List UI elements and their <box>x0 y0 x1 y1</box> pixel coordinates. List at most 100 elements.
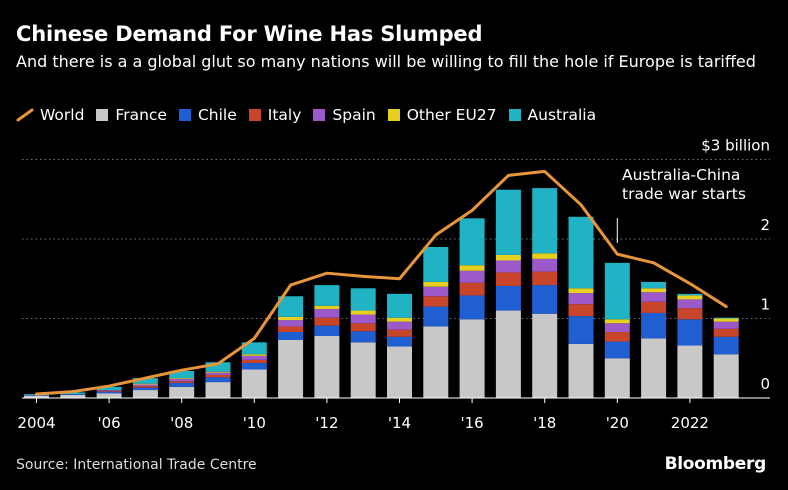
legend-item-chile: Chile <box>178 106 237 124</box>
bar-france-2017 <box>495 310 521 398</box>
bar-italy-2018 <box>532 271 558 286</box>
legend-label-other-eu27: Other EU27 <box>406 106 497 124</box>
bar-italy-2020 <box>604 332 630 342</box>
legend-swatch-france <box>96 109 109 121</box>
bar-other-eu27-2017 <box>495 254 521 261</box>
bar-australia-2018 <box>532 188 558 254</box>
bar-other-eu27-2022 <box>677 295 703 300</box>
bar-italy-2014 <box>387 329 412 337</box>
legend-swatch-other-eu27 <box>387 109 400 121</box>
x-tick-label-2004: 2004 <box>17 414 55 432</box>
x-tick-label-2018: '18 <box>533 414 556 432</box>
bar-chile-2009 <box>205 377 231 383</box>
bar-chile-2010 <box>241 363 267 370</box>
legend-item-france: France <box>96 106 167 124</box>
bar-australia-2021 <box>641 281 667 289</box>
legend-swatch-chile <box>178 109 191 121</box>
bar-australia-2020 <box>604 262 630 320</box>
bar-chile-2006 <box>96 391 122 394</box>
bar-chile-2020 <box>604 341 630 359</box>
bar-chile-2022 <box>677 319 703 346</box>
bar-australia-2012 <box>314 285 340 306</box>
x-tick-label-2010: '10 <box>243 414 266 432</box>
bar-australia-2006 <box>96 386 122 391</box>
bar-australia-2013 <box>350 288 376 311</box>
bar-chile-2014 <box>387 336 412 347</box>
bar-france-2015 <box>423 326 449 398</box>
bar-australia-2023 <box>713 317 739 319</box>
bar-france-2012 <box>314 335 340 398</box>
bar-spain-2019 <box>568 293 594 305</box>
y-tick-label-2: 2 <box>760 216 770 234</box>
bar-france-2014 <box>387 346 412 398</box>
bar-spain-2016 <box>459 270 485 283</box>
bar-other-eu27-2013 <box>350 310 376 315</box>
y-tick-label-1: 1 <box>760 296 770 314</box>
legend-swatch-italy <box>248 109 261 121</box>
legend-item-other-eu27: Other EU27 <box>387 106 497 124</box>
bar-chile-2017 <box>495 285 521 311</box>
brand-logo: Bloomberg <box>664 454 767 474</box>
bar-spain-2021 <box>641 292 667 302</box>
bar-italy-2007 <box>132 386 158 388</box>
bar-australia-2011 <box>278 296 304 317</box>
bar-france-2008 <box>169 386 195 398</box>
bar-spain-2008 <box>169 378 195 382</box>
legend-item-australia: Australia <box>508 106 597 124</box>
chart-subtitle: And there is a a global glut so many nat… <box>16 52 756 71</box>
bar-other-eu27-2016 <box>459 265 485 271</box>
bar-italy-2010 <box>241 359 267 364</box>
legend-swatch-australia <box>508 109 521 121</box>
bar-france-2018 <box>532 313 558 398</box>
bar-australia-2015 <box>423 246 449 282</box>
bar-france-2010 <box>241 369 267 398</box>
bar-other-eu27-2023 <box>713 318 739 322</box>
annotation-text: Australia-China trade war starts <box>622 166 746 203</box>
bar-other-eu27-2015 <box>423 281 449 287</box>
bar-spain-2010 <box>241 355 267 360</box>
bar-other-eu27-2019 <box>568 288 594 294</box>
bar-australia-2010 <box>241 342 267 355</box>
bar-france-2021 <box>641 338 667 398</box>
legend: World France Chile Italy Spain Other EU2… <box>16 106 608 124</box>
x-tick-label-2016: '16 <box>460 414 483 432</box>
x-tick-label-2012: '12 <box>315 414 338 432</box>
legend-swatch-spain <box>313 109 326 121</box>
bar-australia-2019 <box>568 216 594 289</box>
bar-spain-2022 <box>677 299 703 309</box>
bar-france-2005 <box>60 394 86 398</box>
bar-australia-2009 <box>205 362 231 372</box>
bar-other-eu27-2007 <box>132 383 158 385</box>
bar-france-2022 <box>677 345 703 398</box>
bar-france-2016 <box>459 319 485 398</box>
x-tick-label-2014: '14 <box>388 414 411 432</box>
y-tick-label-3: $3 billion <box>701 137 770 155</box>
bar-australia-2016 <box>459 218 485 266</box>
bar-other-eu27-2020 <box>604 319 630 324</box>
bar-other-eu27-2012 <box>314 305 340 309</box>
bar-other-eu27-2018 <box>532 253 558 259</box>
bar-france-2011 <box>278 339 304 398</box>
legend-item-world: World <box>16 106 84 124</box>
x-tick-label-2022: 2022 <box>671 414 709 432</box>
bar-australia-2022 <box>677 293 703 296</box>
bar-france-2007 <box>132 390 158 398</box>
bar-france-2009 <box>205 382 231 398</box>
bar-chile-2016 <box>459 295 485 320</box>
x-tick-label-2006: '06 <box>97 414 120 432</box>
legend-item-spain: Spain <box>313 106 376 124</box>
x-tick-label-2020: '20 <box>606 414 629 432</box>
legend-label-france: France <box>115 106 167 124</box>
source-note: Source: International Trade Centre <box>16 457 257 473</box>
legend-label-australia: Australia <box>527 106 597 124</box>
bar-italy-2009 <box>205 374 231 378</box>
bar-other-eu27-2021 <box>641 288 667 293</box>
bar-spain-2007 <box>132 384 158 387</box>
bar-other-eu27-2008 <box>169 378 195 379</box>
bar-spain-2017 <box>495 260 521 273</box>
legend-label-spain: Spain <box>332 106 376 124</box>
bar-france-2006 <box>96 393 122 398</box>
legend-label-italy: Italy <box>267 106 302 124</box>
bar-italy-2023 <box>713 328 739 337</box>
